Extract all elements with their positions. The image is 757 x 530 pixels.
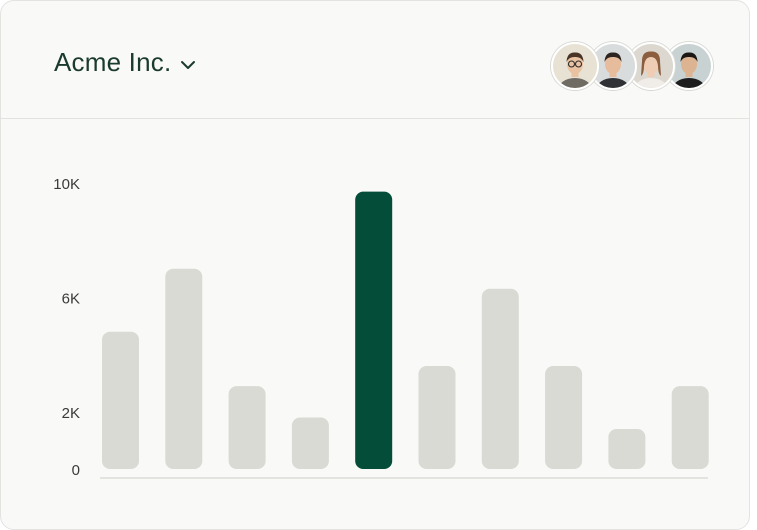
- bar[interactable]: [418, 366, 456, 469]
- company-selector[interactable]: Acme Inc.: [54, 47, 197, 78]
- company-name: Acme Inc.: [54, 47, 172, 77]
- bar[interactable]: [545, 366, 583, 469]
- person-icon: [553, 44, 597, 88]
- y-tick-label: 10K: [53, 176, 80, 193]
- y-tick-label: 2K: [62, 405, 80, 422]
- person-icon: [629, 44, 673, 88]
- avatar[interactable]: [627, 42, 675, 90]
- bar[interactable]: [102, 331, 139, 469]
- bar[interactable]: [481, 288, 519, 469]
- card-header: Acme Inc.: [1, 1, 749, 119]
- bar[interactable]: [671, 386, 709, 469]
- y-tick-label: 0: [72, 462, 80, 479]
- bar[interactable]: [165, 268, 203, 469]
- bar[interactable]: [608, 429, 646, 469]
- avatar[interactable]: [551, 42, 599, 90]
- bar[interactable]: [228, 386, 266, 469]
- highlighted-bar[interactable]: [355, 191, 393, 469]
- chevron-down-icon: [181, 60, 196, 69]
- bar-chart: 0 2K 6K 10K: [53, 176, 709, 479]
- y-tick-label: 6K: [62, 290, 80, 307]
- bar[interactable]: [291, 417, 329, 470]
